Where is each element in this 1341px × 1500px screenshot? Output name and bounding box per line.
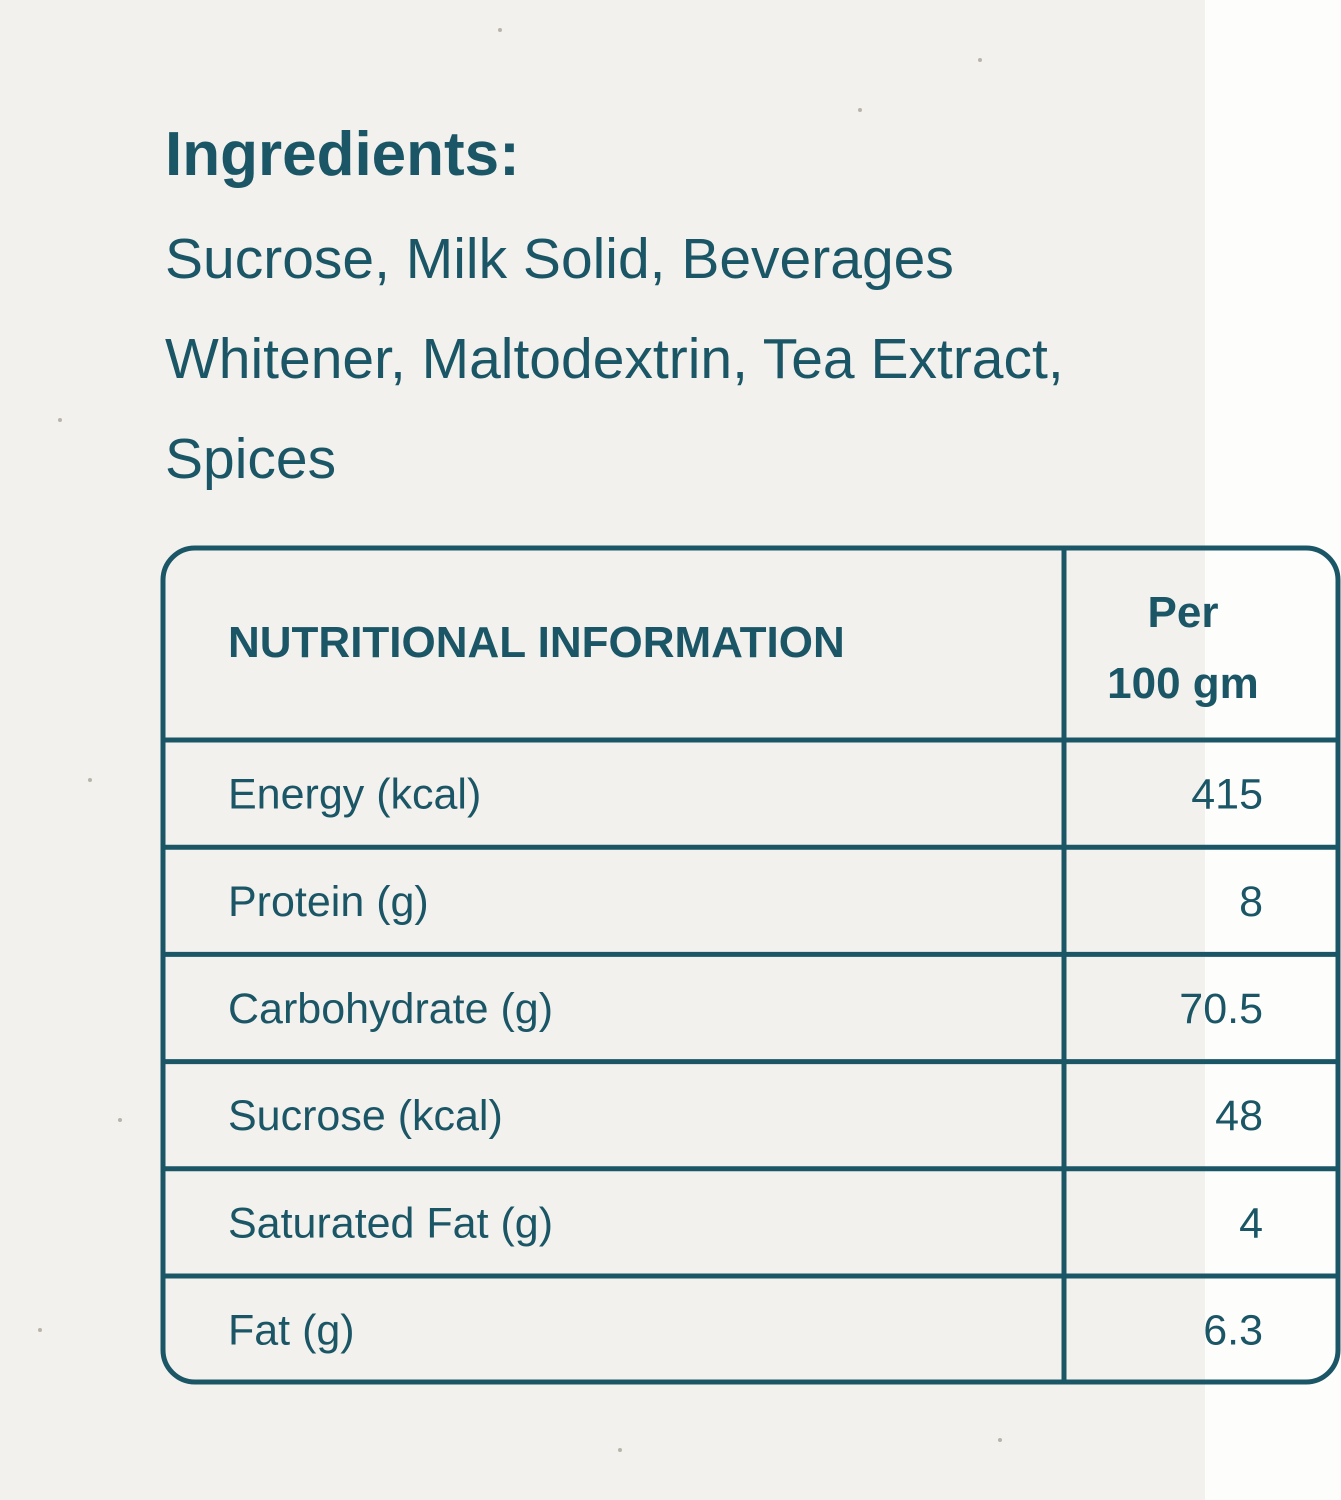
header-label: NUTRITIONAL INFORMATION bbox=[228, 618, 845, 667]
nutrition-table: NUTRITIONAL INFORMATION Per 100 gm Energ… bbox=[160, 545, 1341, 1385]
nutrient-value: 48 bbox=[1215, 1092, 1263, 1140]
header-unit: Per bbox=[1148, 588, 1219, 637]
ingredients-title: Ingredients: bbox=[165, 120, 520, 189]
nutrient-name: Fat (g) bbox=[228, 1307, 355, 1355]
nutrient-name: Protein (g) bbox=[228, 878, 429, 926]
nutrient-name: Saturated Fat (g) bbox=[228, 1199, 553, 1247]
nutrient-name: Carbohydrate (g) bbox=[228, 985, 553, 1033]
nutrient-value: 8 bbox=[1239, 878, 1263, 926]
nutrient-value: 6.3 bbox=[1203, 1307, 1263, 1355]
speckles bbox=[38, 28, 1002, 1452]
nutrient-name: Sucrose (kcal) bbox=[228, 1092, 503, 1140]
ingredients-line: Sucrose, Milk Solid, Beverages bbox=[165, 227, 954, 291]
nutrient-value: 415 bbox=[1191, 771, 1263, 819]
table-border bbox=[160, 545, 1341, 1385]
header-unit: 100 gm bbox=[1107, 659, 1259, 708]
background-strip bbox=[1205, 0, 1341, 1500]
ingredients-line: Whitener, Maltodextrin, Tea Extract, bbox=[165, 327, 1064, 391]
nutrient-value: 4 bbox=[1239, 1199, 1263, 1247]
ingredients-line: Spices bbox=[165, 427, 336, 491]
nutrient-name: Energy (kcal) bbox=[228, 771, 481, 819]
nutrient-value: 70.5 bbox=[1179, 985, 1263, 1033]
